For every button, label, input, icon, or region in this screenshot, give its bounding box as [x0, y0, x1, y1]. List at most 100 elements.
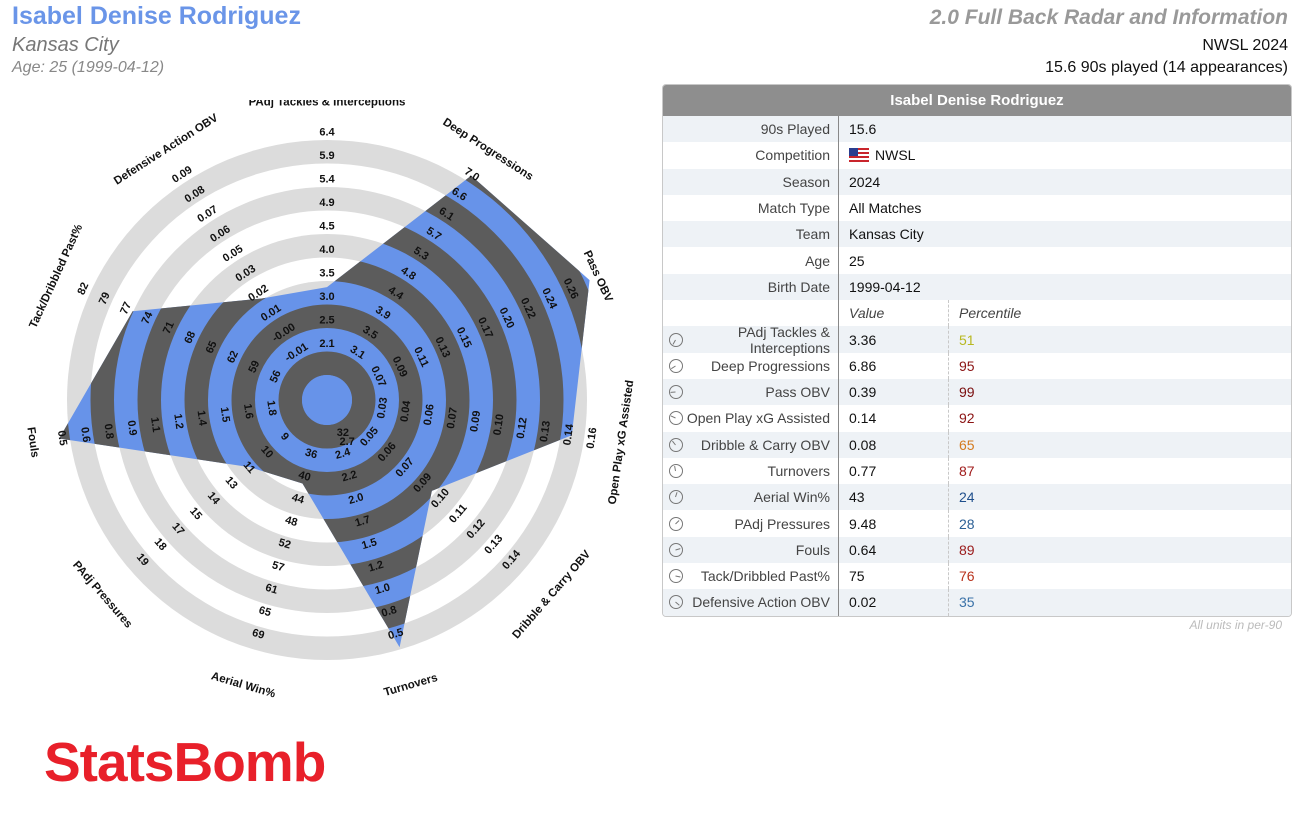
tick-label: 0.09 [468, 410, 483, 433]
tick-label: 40 [297, 469, 312, 484]
tick-label: 82 [75, 281, 91, 297]
statsbomb-logo: StatsBomb [44, 731, 326, 793]
info-row: 90s Played 15.6 [663, 116, 1291, 143]
tick-label: 2.0 [347, 491, 365, 507]
info-value: 15.6 [839, 116, 1239, 142]
metric-row: Deep Progressions 6.86 95 [663, 352, 1291, 379]
tick-label: 3.5 [319, 267, 334, 279]
tick-label: 1.1 [148, 416, 162, 433]
gauge-icon [669, 490, 683, 505]
radar-dark-bands [59, 175, 590, 648]
metric-label: Defensive Action OBV [663, 589, 839, 616]
tick-label: 77 [118, 300, 134, 316]
tick-label: 36 [304, 446, 319, 461]
metric-value: 6.86 [839, 352, 949, 379]
metric-name: Defensive Action OBV [692, 594, 830, 611]
tick-label: 0.06 [422, 403, 437, 426]
metric-percentile: 99 [959, 384, 975, 401]
tick-label: 0.13 [538, 420, 553, 443]
metric-row: PAdj Pressures 9.48 28 [663, 510, 1291, 537]
metric-value: 0.02 [839, 589, 949, 616]
metric-label: Tack/Dribbled Past% [663, 563, 839, 590]
metric-label: PAdj Pressures [663, 510, 839, 537]
metric-label: Pass OBV [663, 378, 839, 406]
gauge-icon [669, 358, 683, 373]
us-flag-icon [849, 148, 869, 163]
tick-label: 69 [251, 627, 266, 642]
blank-label [663, 300, 839, 327]
metric-row: PAdj Tackles & Interceptions 3.36 51 [663, 324, 1291, 356]
metric-percentile: 87 [959, 463, 975, 479]
tick-label: 59 [246, 359, 262, 375]
tick-label: 2.2 [340, 469, 358, 485]
tick-label: 0.14 [561, 422, 576, 446]
team-name: Kansas City [12, 34, 119, 56]
tick-label: 74 [140, 309, 156, 326]
tick-label: 1.2 [367, 559, 385, 575]
tick-label: 68 [182, 330, 198, 346]
tick-label: 0.10 [492, 413, 507, 436]
info-label: Competition [663, 142, 839, 169]
tick-label: 4.9 [319, 197, 334, 209]
tick-label: 5.4 [319, 173, 335, 185]
tick-label: 61 [264, 582, 279, 597]
table-header: Isabel Denise Rodriguez [663, 85, 1291, 116]
info-row: Birth Date 1999-04-12 [663, 273, 1291, 301]
tick-label: 2.7 [340, 436, 355, 448]
percentile-header: Percentile [959, 305, 1022, 322]
metric-name: Aerial Win% [753, 489, 830, 506]
info-value-text: Kansas City [849, 226, 924, 243]
tick-label: 1.0 [374, 581, 392, 597]
metric-percentile: 76 [959, 568, 975, 585]
metric-name: Tack/Dribbled Past% [700, 568, 830, 585]
tick-label: 1.5 [360, 536, 378, 552]
tick-label: 0.6 [78, 426, 92, 443]
metric-value: 9.48 [839, 510, 949, 537]
metric-value: 3.36 [839, 326, 949, 353]
tick-label: 1.8 [264, 400, 278, 417]
metric-percentile: 51 [959, 331, 975, 348]
metric-row: Pass OBV 0.39 99 [663, 378, 1291, 406]
tick-label: 0.8 [380, 604, 398, 620]
metric-value: 75 [839, 563, 949, 590]
radar-chart: 2.1 2.5 3.0 3.5 4.0 4.5 4.9 5.4 5.9 6.4 PAdj Tackl… [24, 100, 636, 700]
tick-label: 56 [268, 369, 284, 385]
tick-label: 1.7 [354, 514, 372, 530]
info-label: Team [663, 221, 839, 248]
info-row: Season 2024 [663, 168, 1291, 195]
tick-label: 0.5 [55, 430, 69, 447]
tick-label: 52 [277, 537, 292, 552]
metric-label: Fouls [663, 536, 839, 564]
metric-percentile: 24 [959, 489, 975, 506]
metric-label: Open Play xG Assisted [663, 405, 839, 432]
table-body: 90s Played 15.6 Competition NWSL Season 2024 M… [663, 116, 1291, 616]
tick-label: 0.8 [101, 423, 115, 440]
metric-value: 0.77 [839, 457, 949, 485]
metric-percentile: 65 [959, 436, 975, 453]
axis-label: PAdj Tackles & Interceptions [249, 100, 406, 109]
tick-label: 6.4 [319, 126, 335, 138]
radar-title: 2.0 Full Back Radar and Information [929, 6, 1288, 29]
info-value-text: 2024 [849, 173, 881, 190]
metric-name: Dribble & Carry OBV [700, 436, 830, 453]
tick-label: 0.5 [387, 626, 405, 642]
metric-name: Fouls [795, 541, 830, 558]
tick-label: 0.9 [125, 420, 139, 437]
metric-name: PAdj Tackles & Interceptions [737, 323, 830, 356]
metric-label: Deep Progressions [663, 352, 839, 379]
metric-value: 43 [839, 484, 949, 511]
tick-label: 65 [204, 339, 220, 355]
tick-label: 1.5 [218, 406, 232, 423]
metric-percentile: 95 [959, 357, 975, 374]
info-value: 25 [839, 247, 1239, 273]
metric-row: Open Play xG Assisted 0.14 92 [663, 405, 1291, 432]
metric-row: Dribble & Carry OBV 0.08 65 [663, 431, 1291, 458]
metric-name: PAdj Pressures [734, 515, 830, 532]
info-value-text: 1999-04-12 [849, 278, 921, 295]
info-value: Kansas City [839, 221, 1239, 247]
tick-label: 65 [257, 604, 272, 619]
tick-label: 0.16 [585, 427, 600, 450]
info-row: Team Kansas City [663, 221, 1291, 248]
competition-season: NWSL 2024 [1202, 37, 1288, 54]
gauge-icon [669, 385, 683, 400]
